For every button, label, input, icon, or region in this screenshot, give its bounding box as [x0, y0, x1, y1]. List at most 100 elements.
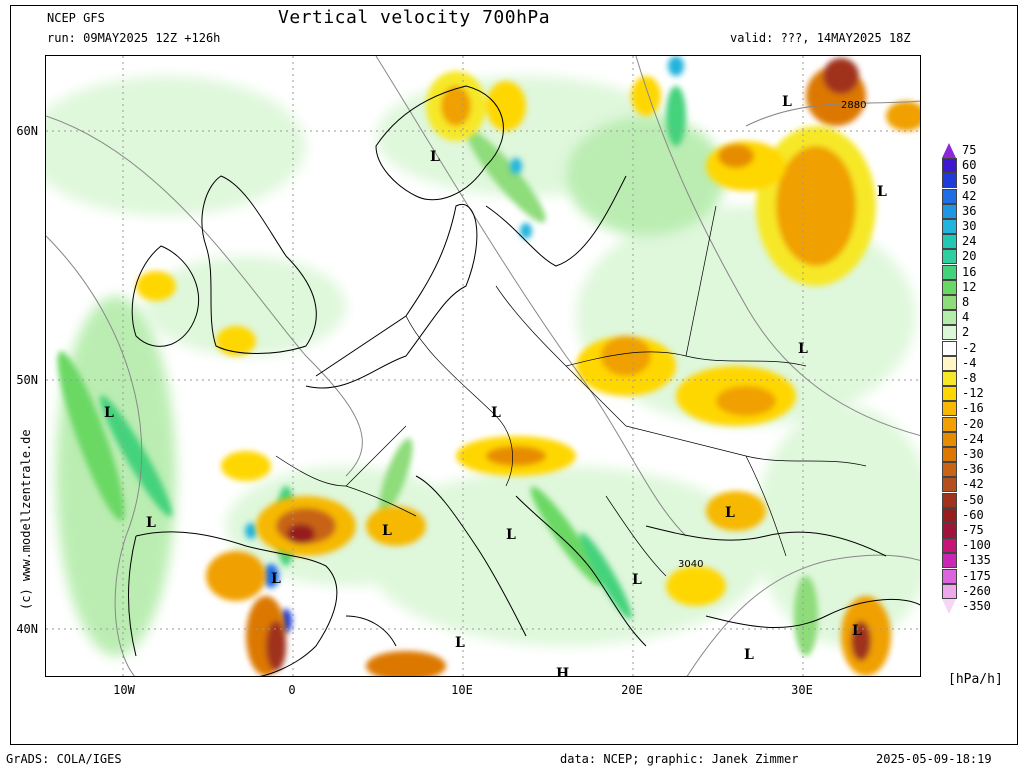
low-marker: L — [877, 184, 887, 200]
legend-swatch — [942, 310, 957, 326]
low-marker: L — [491, 405, 501, 421]
legend-level-label: -30 — [962, 447, 984, 461]
low-marker: L — [744, 647, 754, 663]
legend-swatch — [942, 568, 957, 584]
contour-label-3040: 3040 — [678, 559, 703, 570]
legend-swatch — [942, 477, 957, 493]
legend-level-label: 24 — [962, 234, 977, 249]
legend-swatch — [942, 249, 957, 265]
footer-software: GrADS: COLA/IGES — [6, 752, 122, 766]
legend-level-label: 50 — [962, 173, 977, 188]
legend-level-label: 2 — [962, 325, 970, 340]
legend-swatch — [942, 371, 957, 386]
legend-swatch — [942, 279, 957, 295]
low-marker: L — [632, 572, 642, 588]
legend-swatch — [942, 583, 957, 599]
legend-unit: [hPa/h] — [948, 672, 1003, 687]
legend-swatch — [942, 416, 957, 432]
lon-label-10w: 10W — [113, 683, 135, 697]
legend-level-label: -12 — [962, 386, 984, 401]
legend-level-label: -36 — [962, 462, 984, 477]
legend-swatch — [942, 264, 957, 280]
legend-swatch — [942, 599, 956, 614]
lat-label-40n: 40N — [16, 622, 38, 636]
legend-swatch — [942, 158, 957, 174]
run-info: run: 09MAY2025 12Z +126h — [47, 31, 221, 45]
model-name: NCEP GFS — [47, 11, 105, 25]
chart-title: Vertical velocity 700hPa — [278, 7, 551, 28]
legend-level-label: -100 — [962, 538, 991, 553]
contour-label-2880: 2880 — [841, 100, 866, 111]
legend-level-label: -135 — [962, 553, 991, 568]
legend-level-label: 4 — [962, 310, 970, 325]
vertical-velocity-field: 2880 3040 L L L L L L L L L L L L L L L … — [46, 56, 920, 677]
legend-swatch — [942, 340, 957, 356]
legend-swatch — [942, 325, 957, 341]
legend-swatch — [942, 431, 957, 447]
legend-level-label: -16 — [962, 401, 984, 416]
legend-swatch — [942, 173, 957, 189]
low-marker: L — [852, 623, 862, 639]
legend-level-label: -4 — [962, 355, 977, 370]
credit-vertical: (c) www.modellzentrale.de — [19, 429, 33, 610]
legend-level-label: 36 — [962, 203, 977, 218]
legend-level-label: 42 — [962, 188, 977, 203]
low-marker: L — [506, 527, 516, 543]
low-marker: L — [782, 94, 792, 110]
high-marker: H — [556, 666, 569, 677]
legend-level-label: -2 — [962, 340, 977, 355]
legend-swatch — [942, 553, 957, 569]
plot-frame — [10, 5, 1018, 745]
lon-label-0: 0 — [288, 683, 296, 697]
legend-level-label: -42 — [962, 477, 984, 492]
low-marker: L — [725, 505, 735, 521]
low-marker: L — [382, 523, 392, 539]
lat-label-50n: 50N — [16, 373, 38, 387]
legend-level-label: 75 — [962, 143, 977, 157]
legend-level-label: -350 — [962, 599, 991, 613]
legend-swatch — [942, 386, 957, 402]
legend-level-label: 16 — [962, 264, 977, 279]
legend-swatch — [942, 295, 957, 310]
lon-label-30e: 30E — [791, 683, 813, 697]
legend-swatch — [942, 538, 957, 554]
weather-map: 2880 3040 L L L L L L L L L L L L L L L … — [45, 55, 921, 677]
legend-level-label: -175 — [962, 568, 991, 583]
legend-swatch — [942, 507, 957, 523]
legend-swatch — [942, 462, 957, 478]
legend-swatch — [942, 447, 957, 462]
legend-swatch — [942, 401, 957, 417]
legend-level-label: -24 — [962, 431, 984, 446]
low-marker: L — [798, 341, 808, 357]
legend-swatch — [942, 203, 957, 219]
legend-level-label: 30 — [962, 219, 977, 233]
legend-level-label: 12 — [962, 279, 977, 294]
legend-swatch — [942, 492, 957, 508]
legend-level-label: -20 — [962, 416, 984, 431]
footer-credit: data: NCEP; graphic: Janek Zimmer — [560, 752, 799, 766]
legend-level-label: 8 — [962, 295, 970, 309]
legend-swatch — [942, 355, 957, 371]
valid-time: valid: ???, 14MAY2025 18Z — [730, 31, 911, 45]
legend-swatch — [942, 188, 957, 204]
legend-level-label: -60 — [962, 507, 984, 522]
low-marker: L — [430, 149, 440, 165]
footer-timestamp: 2025-05-09-18:19 — [876, 752, 992, 766]
legend-swatch — [942, 234, 957, 250]
legend-swatch — [942, 523, 957, 538]
low-marker: L — [104, 405, 114, 421]
legend-swatch — [942, 219, 957, 234]
legend-level-label: 60 — [962, 158, 977, 173]
legend-level-label: -260 — [962, 583, 991, 598]
low-marker: L — [271, 571, 281, 587]
lon-label-10e: 10E — [451, 683, 473, 697]
legend-level-label: -50 — [962, 492, 984, 507]
legend-swatch — [942, 143, 956, 158]
low-marker: L — [146, 515, 156, 531]
lat-label-60n: 60N — [16, 124, 38, 138]
legend-level-label: 20 — [962, 249, 977, 264]
legend-level-label: -8 — [962, 371, 977, 385]
lon-label-20e: 20E — [621, 683, 643, 697]
legend-level-label: -75 — [962, 523, 984, 537]
low-marker: L — [455, 635, 465, 651]
